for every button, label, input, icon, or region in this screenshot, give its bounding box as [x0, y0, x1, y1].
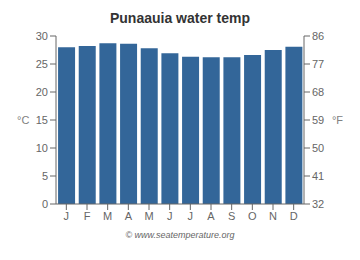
svg-text:°C: °C	[17, 114, 29, 126]
html-text:Punaauia water temp: Punaauia water temp	[110, 10, 250, 26]
svg-text:S: S	[228, 210, 235, 222]
svg-text:32: 32	[312, 198, 324, 210]
svg-text:59: 59	[312, 114, 324, 126]
svg-text:5: 5	[42, 170, 48, 182]
svg-text:41: 41	[312, 170, 324, 182]
svg-text:15: 15	[36, 114, 48, 126]
svg-text:25: 25	[36, 58, 48, 70]
svg-text:30: 30	[36, 30, 48, 42]
svg-text:J: J	[188, 210, 194, 222]
svg-text:0: 0	[42, 198, 48, 210]
svg-text:M: M	[103, 210, 112, 222]
svg-text:10: 10	[36, 142, 48, 154]
svg-text:50: 50	[312, 142, 324, 154]
svg-text:68: 68	[312, 86, 324, 98]
svg-text:86: 86	[312, 30, 324, 42]
svg-text:J: J	[64, 210, 69, 222]
svg-text:A: A	[125, 210, 133, 222]
svg-text:J: J	[167, 210, 173, 222]
svg-text:A: A	[207, 210, 215, 222]
svg-text:°F: °F	[332, 114, 343, 126]
svg-text:77: 77	[312, 58, 324, 70]
svg-text:20: 20	[36, 86, 48, 98]
html-text:© www.seatemperature.org: © www.seatemperature.org	[125, 230, 235, 240]
svg-text:O: O	[248, 210, 257, 222]
svg-text:F: F	[84, 210, 91, 222]
svg-text:D: D	[290, 210, 298, 222]
svg-text:N: N	[269, 210, 277, 222]
svg-text:M: M	[144, 210, 153, 222]
